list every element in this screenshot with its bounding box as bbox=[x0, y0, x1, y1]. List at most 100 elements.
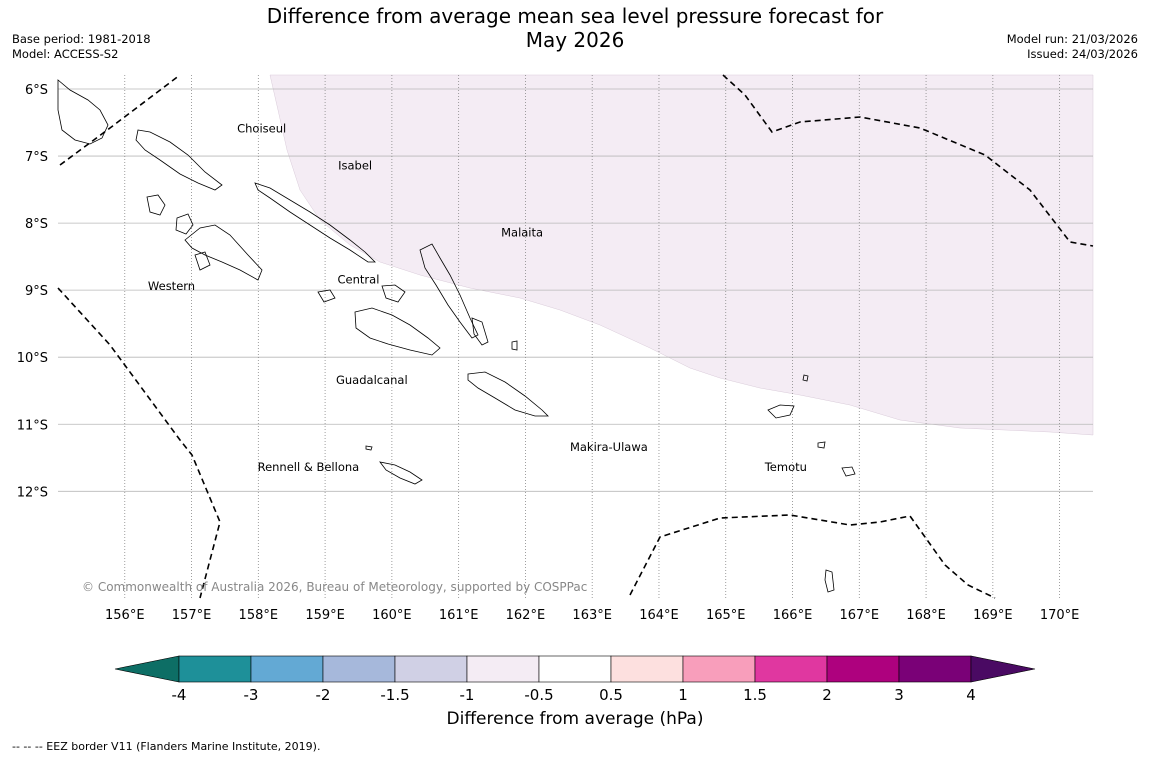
island-vella-lavella bbox=[146, 194, 166, 216]
colorbar-bin bbox=[898, 655, 972, 683]
province-label: Temotu bbox=[764, 460, 807, 474]
lon-label: 169°E bbox=[973, 608, 1013, 623]
colorbar-tick-label: 4 bbox=[966, 686, 976, 704]
colorbar-tick-label: -0.5 bbox=[524, 686, 553, 704]
meta-left: Base period: 1981-2018 Model: ACCESS-S2 bbox=[12, 32, 151, 62]
province-label: Isabel bbox=[338, 158, 372, 172]
island-reef-islands bbox=[802, 374, 809, 382]
graticule bbox=[58, 75, 1093, 598]
meta-right: Model run: 21/03/2026 Issued: 24/03/2026 bbox=[1007, 32, 1138, 62]
longitude-labels: 156°E 157°E 158°E 159°E 160°E 161°E 162°E 163°E… bbox=[105, 608, 1079, 623]
island-bougainville bbox=[57, 79, 109, 145]
island-florida bbox=[317, 289, 336, 303]
lon-label: 168°E bbox=[906, 608, 946, 623]
islands bbox=[57, 79, 856, 593]
lon-label: 163°E bbox=[572, 608, 612, 623]
colorbar-bin bbox=[394, 655, 468, 683]
colorbar: -4 -3 -2 -1.5 -1 -0.5 0.5 1 1.5 2 3 4 bbox=[114, 655, 1036, 704]
island-guadalcanal bbox=[354, 307, 441, 356]
island-bellona bbox=[365, 445, 373, 451]
lon-label: 161°E bbox=[439, 608, 479, 623]
eez-border-png-north bbox=[59, 74, 181, 166]
colorbar-tick-label: -1.5 bbox=[380, 686, 409, 704]
lon-label: 156°E bbox=[105, 608, 145, 623]
lon-label: 160°E bbox=[372, 608, 412, 623]
colorbar-tick-label: 0.5 bbox=[599, 686, 623, 704]
colorbar-bin bbox=[826, 655, 900, 683]
island-santa-isabel bbox=[254, 182, 376, 263]
island-rennell bbox=[379, 461, 423, 485]
issued-date: Issued: 24/03/2026 bbox=[1027, 47, 1138, 61]
island-tikopia bbox=[824, 569, 835, 593]
island-choiseul bbox=[135, 129, 223, 191]
latitude-labels: 6°S 7°S 8°S 9°S 10°S 11°S 12°S bbox=[17, 83, 48, 500]
lat-label: 8°S bbox=[25, 217, 48, 232]
lon-label: 162°E bbox=[506, 608, 546, 623]
colorbar-bins bbox=[114, 655, 1036, 683]
province-label: Makira-Ulawa bbox=[570, 440, 648, 454]
lat-label: 9°S bbox=[25, 284, 48, 299]
island-malaita bbox=[419, 243, 479, 339]
lon-label: 164°E bbox=[639, 608, 679, 623]
colorbar-high-extension bbox=[970, 655, 1036, 683]
colorbar-tick-label: -4 bbox=[172, 686, 187, 704]
model-name: Model: ACCESS-S2 bbox=[12, 47, 119, 61]
island-santa-cruz-ndeni bbox=[767, 404, 795, 419]
colorbar-bin bbox=[178, 655, 252, 683]
colorbar-ticks: -4 -3 -2 -1.5 -1 -0.5 0.5 1 1.5 2 3 4 bbox=[172, 686, 976, 704]
lon-label: 170°E bbox=[1040, 608, 1080, 623]
eez-borders bbox=[57, 74, 1094, 599]
title-line-1: Difference from average mean sea level p… bbox=[266, 4, 884, 28]
lon-label: 157°E bbox=[172, 608, 212, 623]
province-label: Malaita bbox=[501, 226, 543, 240]
colorbar-tick-label: 2 bbox=[822, 686, 832, 704]
eez-border-vanuatu-south bbox=[629, 514, 996, 599]
island-russell bbox=[381, 284, 406, 303]
copyright-notice: © Commonwealth of Australia 2026, Bureau… bbox=[82, 580, 588, 594]
lat-label: 7°S bbox=[25, 150, 48, 165]
lat-label: 12°S bbox=[17, 485, 48, 500]
island-makira bbox=[467, 371, 549, 417]
lon-label: 165°E bbox=[706, 608, 746, 623]
eez-border-png-west bbox=[57, 287, 221, 599]
colorbar-tick-label: -2 bbox=[316, 686, 331, 704]
eez-footnote: -- -- -- EEZ border V11 (Flanders Marine… bbox=[12, 740, 321, 753]
lon-label: 158°E bbox=[239, 608, 279, 623]
chart-title: Difference from average mean sea level p… bbox=[0, 4, 1150, 52]
lon-label: 159°E bbox=[305, 608, 345, 623]
colorbar-tick-label: -3 bbox=[244, 686, 259, 704]
lat-label: 11°S bbox=[17, 418, 48, 433]
colorbar-bin bbox=[610, 655, 684, 683]
colorbar-tick-label: 1 bbox=[678, 686, 688, 704]
colorbar-tick-label: -1 bbox=[460, 686, 475, 704]
colorbar-tick-label: 3 bbox=[894, 686, 904, 704]
province-label: Central bbox=[338, 272, 380, 286]
colorbar-label: Difference from average (hPa) bbox=[446, 709, 704, 729]
province-label: Choiseul bbox=[237, 122, 286, 136]
colorbar-tick-label: 1.5 bbox=[743, 686, 767, 704]
province-label: Rennell & Bellona bbox=[258, 460, 360, 474]
colorbar-bin bbox=[466, 655, 540, 683]
colorbar-bin bbox=[322, 655, 396, 683]
anomaly-shaded-region bbox=[269, 74, 1094, 436]
island-rendova bbox=[194, 251, 211, 271]
lat-label: 10°S bbox=[17, 351, 48, 366]
lat-label: 6°S bbox=[25, 83, 48, 98]
eez-border-nauru-north bbox=[722, 74, 1094, 247]
title-line-2: May 2026 bbox=[525, 28, 625, 52]
island-small-malaita bbox=[471, 317, 489, 346]
base-period: Base period: 1981-2018 bbox=[12, 32, 151, 46]
island-ulawa bbox=[511, 340, 518, 351]
colorbar-bin bbox=[754, 655, 828, 683]
island-vanikoro bbox=[841, 466, 856, 477]
province-label: Guadalcanal bbox=[336, 373, 408, 387]
lon-label: 167°E bbox=[840, 608, 880, 623]
colorbar-low-extension bbox=[114, 655, 180, 683]
colorbar-bin bbox=[682, 655, 756, 683]
island-utupua bbox=[817, 441, 826, 449]
island-kolombangara bbox=[175, 213, 194, 235]
colorbar-bin bbox=[250, 655, 324, 683]
lon-label: 166°E bbox=[773, 608, 813, 623]
province-label: Western bbox=[148, 279, 195, 293]
